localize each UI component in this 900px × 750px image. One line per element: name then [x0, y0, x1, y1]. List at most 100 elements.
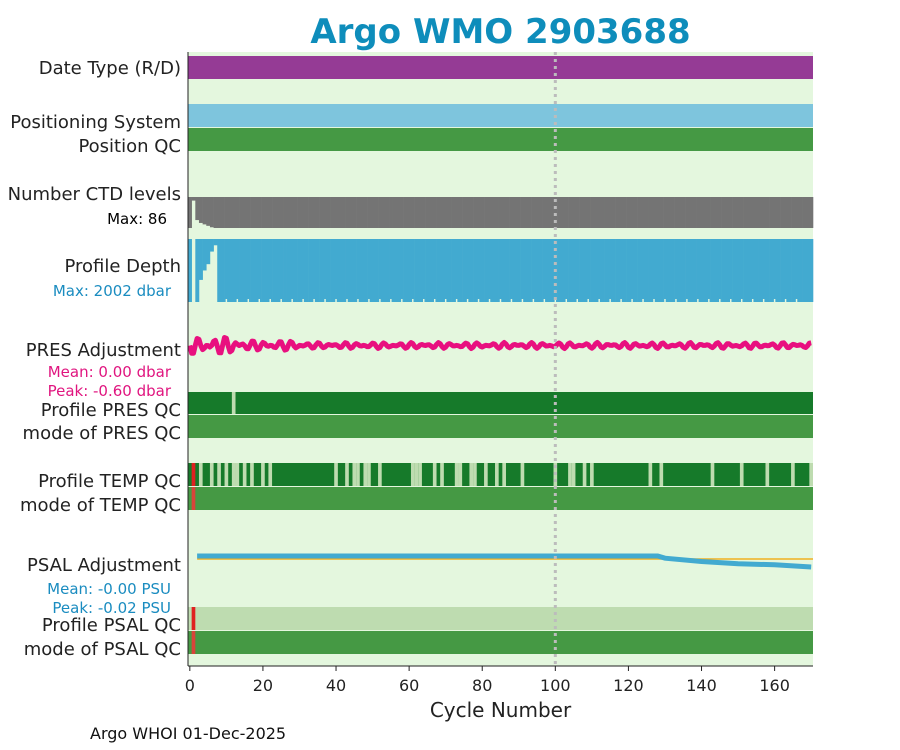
level-bar [564, 197, 569, 228]
depth-gap [433, 299, 436, 302]
timeline-rows [187, 56, 814, 654]
level-bar [590, 239, 595, 302]
level-bar [728, 239, 733, 302]
level-bar [436, 239, 441, 302]
level-bar [195, 197, 200, 221]
depth-gap [762, 299, 765, 302]
level-bar [352, 239, 357, 302]
row-sublabel: Mean: 0.00 dbar [48, 363, 172, 381]
level-bar [297, 239, 302, 302]
level-bar [798, 239, 803, 302]
qc-flag-mark [209, 463, 214, 486]
level-bar [429, 239, 434, 302]
level-bar [557, 197, 562, 228]
level-bar [352, 197, 357, 228]
depth-gap [773, 299, 776, 302]
level-bar [765, 197, 770, 228]
level-bar [750, 239, 755, 302]
level-bar [637, 239, 642, 302]
level-bar [217, 239, 222, 302]
qc-flag-mark [231, 463, 236, 486]
depth-gap [280, 299, 282, 302]
qc-flag-mark [191, 607, 196, 630]
qc-flag-mark [198, 463, 203, 486]
level-bar [502, 239, 507, 302]
level-bar [235, 239, 240, 302]
level-bar [283, 197, 287, 228]
depth-gap [269, 299, 271, 302]
level-bar [630, 197, 635, 228]
level-bar [783, 239, 788, 302]
level-bar [604, 239, 609, 302]
level-bar [557, 239, 562, 302]
qc-flag-mark [710, 463, 715, 486]
level-bar [473, 197, 478, 228]
qc-flag-mark [458, 463, 463, 486]
level-bar [440, 197, 445, 228]
level-bar [290, 197, 295, 228]
x-tick-label: 0 [185, 676, 195, 695]
level-bar [710, 197, 715, 228]
depth-gap [686, 299, 688, 302]
qc-flag-mark [582, 463, 587, 486]
level-bar [582, 239, 587, 302]
level-bar [794, 239, 799, 302]
level-bar [611, 197, 616, 228]
level-bar [659, 239, 664, 302]
level-bar [345, 239, 350, 302]
level-bar [648, 239, 653, 302]
level-bar [509, 197, 514, 228]
level-bar [527, 197, 532, 228]
level-bar [761, 239, 766, 302]
level-bar [429, 197, 434, 228]
level-bar [389, 239, 393, 302]
level-bar [392, 197, 397, 228]
level-bar [780, 239, 785, 302]
level-bar [231, 197, 236, 228]
depth-gap [390, 299, 392, 302]
level-bar [670, 197, 675, 228]
level-bar [217, 197, 222, 228]
level-bar [261, 239, 266, 302]
level-bar [630, 239, 635, 302]
qc-flag-mark [809, 463, 813, 486]
depth-gap [324, 299, 326, 302]
level-bar [754, 239, 759, 302]
level-bar [326, 239, 331, 302]
depth-gap [444, 299, 447, 302]
level-bar [593, 239, 598, 302]
level-bar [304, 239, 309, 302]
level-bar [652, 197, 657, 228]
x-tick-label: 20 [253, 676, 273, 695]
level-bar [769, 239, 774, 302]
level-bar [714, 239, 719, 302]
qc-flag-mark [363, 463, 368, 486]
level-bar [655, 239, 660, 302]
depth-gap [247, 299, 250, 302]
row-mode_temp_qc [188, 487, 813, 510]
level-bar [447, 239, 452, 302]
level-bar [619, 239, 624, 302]
level-bar [728, 197, 733, 228]
level-bar [484, 239, 489, 302]
psal-adjustment-line [197, 553, 812, 570]
level-bar [275, 239, 280, 302]
level-bar [568, 197, 573, 228]
level-bar [780, 197, 785, 228]
level-bar [568, 239, 573, 302]
qc-flag-mark [484, 463, 488, 486]
qc-flag-mark [191, 463, 196, 486]
level-bar [458, 197, 463, 228]
level-bar [410, 239, 415, 302]
x-tick-label: 140 [686, 676, 717, 695]
level-bar [239, 239, 244, 302]
level-bar [469, 239, 474, 302]
level-bar [794, 197, 799, 228]
depth-gap [368, 299, 370, 302]
depth-gap [488, 299, 491, 302]
qc-flag-mark [440, 463, 444, 486]
level-bar [674, 197, 679, 228]
level-bar [633, 239, 638, 302]
level-bar [356, 197, 361, 228]
level-bar [717, 197, 722, 228]
